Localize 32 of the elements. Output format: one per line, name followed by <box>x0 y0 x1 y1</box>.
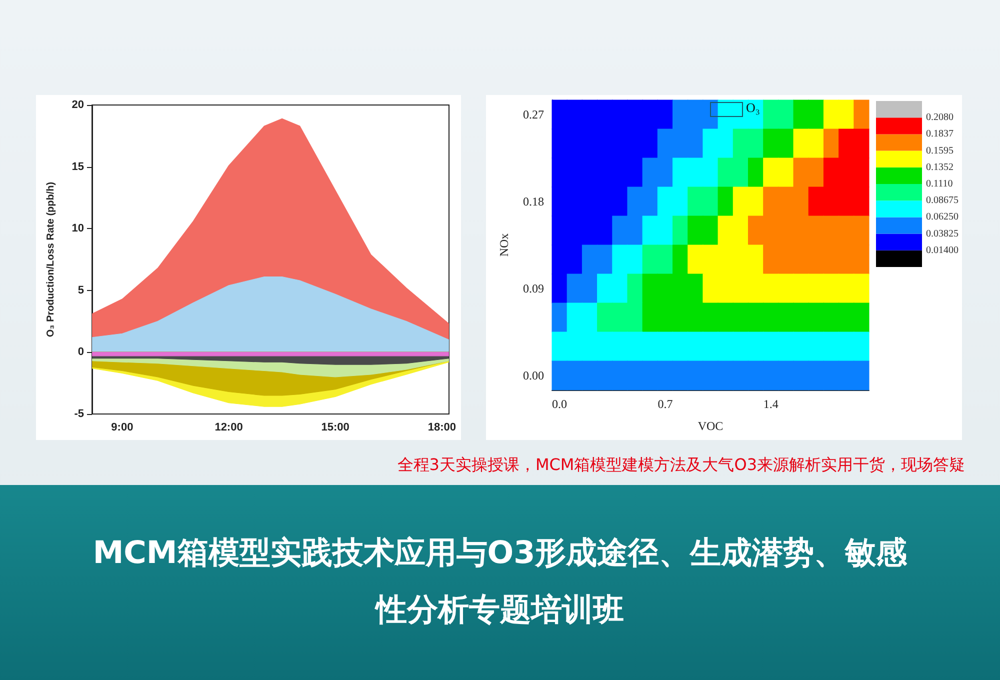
x-tick-label: 9:00 <box>111 422 134 434</box>
color-bar-label: 0.1595 <box>926 145 954 156</box>
y-tick-label: 15 <box>72 160 84 173</box>
y-tick-label: 10 <box>72 222 84 235</box>
color-bar-label: 0.2080 <box>926 112 954 124</box>
x-tick-label: 15:00 <box>321 422 350 434</box>
y-tick-label: 0 <box>78 346 84 358</box>
color-bar-label: 0.08675 <box>926 195 958 206</box>
color-bar-label: 0.1352 <box>926 162 954 173</box>
y-tick-label: 20 <box>72 99 84 111</box>
color-bar-label: 0.01400 <box>926 244 958 256</box>
color-bar-label: 0.03825 <box>926 228 958 240</box>
color-bar-label: 0.06250 <box>926 212 958 223</box>
y-tick-label: -5 <box>74 408 84 420</box>
color-bar-label: 0.1837 <box>926 128 954 140</box>
y-axis-title: O₃ Production/Loss Rate (ppb/h) <box>46 182 56 338</box>
y-tick-label: 0.27 <box>523 108 544 122</box>
x-axis-title: VOC <box>698 419 724 433</box>
y-axis-title: NOx <box>497 233 511 257</box>
x-tick-label: 0.0 <box>552 397 568 411</box>
color-bar-label: 0.1110 <box>926 178 953 190</box>
annotation: O₃ <box>746 100 760 115</box>
x-tick-label: 12:00 <box>214 422 243 434</box>
y-tick-label: 0.00 <box>523 368 544 382</box>
y-tick-label: 0.18 <box>523 194 544 208</box>
text: MCM箱模型实践技术应用与O3形成途径、生成潜势、敏感性分析专题培训班 <box>92 534 908 630</box>
y-tick-label: 5 <box>78 284 84 296</box>
x-tick-label: 18:00 <box>428 422 456 434</box>
y-tick-label: 0.09 <box>523 282 544 296</box>
x-tick-label: 0.7 <box>658 397 673 411</box>
text: 全程3天实操授课，MCM箱模型建模方法及大气O3来源解析实用干货，现场答疑 <box>397 455 965 476</box>
x-tick-label: 1.4 <box>763 397 778 411</box>
